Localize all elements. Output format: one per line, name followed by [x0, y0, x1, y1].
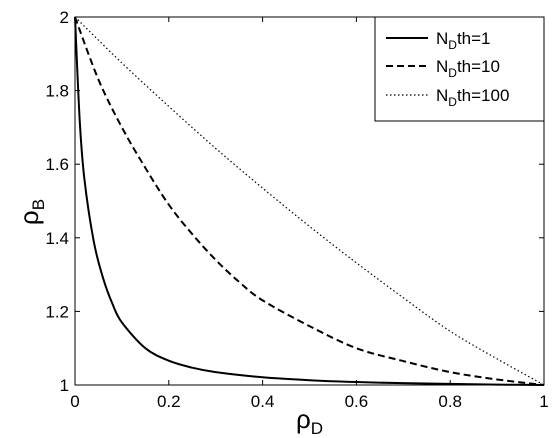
- legend-label-series-2: NDth=10: [436, 57, 500, 80]
- y-tick-label: 1.6: [45, 155, 69, 174]
- y-tick-label: 1.4: [45, 229, 69, 248]
- x-tick-label: 0: [70, 392, 79, 411]
- y-axis-label: ρB: [14, 199, 48, 225]
- x-tick-label: 0.6: [345, 392, 369, 411]
- legend-label-series-1: NDth=1: [436, 29, 491, 52]
- x-axis-label: ρD: [296, 404, 323, 438]
- legend-box: [374, 16, 545, 122]
- x-tick-label: 0.8: [438, 392, 462, 411]
- y-tick-label: 1: [60, 376, 69, 395]
- legend: NDth=1 NDth=10 NDth=100: [374, 16, 545, 122]
- x-tick-label: 0.2: [157, 392, 181, 411]
- series-layer: [74, 16, 545, 386]
- y-tick-label: 2: [60, 8, 69, 27]
- x-tick-label: 1: [539, 392, 548, 411]
- series-line-3: [74, 16, 545, 386]
- series-line-1: [74, 16, 545, 386]
- x-tick-label: 0.4: [251, 392, 275, 411]
- legend-label-series-3: NDth=100: [436, 86, 509, 109]
- series-line-2: [74, 16, 545, 386]
- y-tick-label: 1.8: [45, 82, 69, 101]
- y-tick-label: 1.2: [45, 302, 69, 321]
